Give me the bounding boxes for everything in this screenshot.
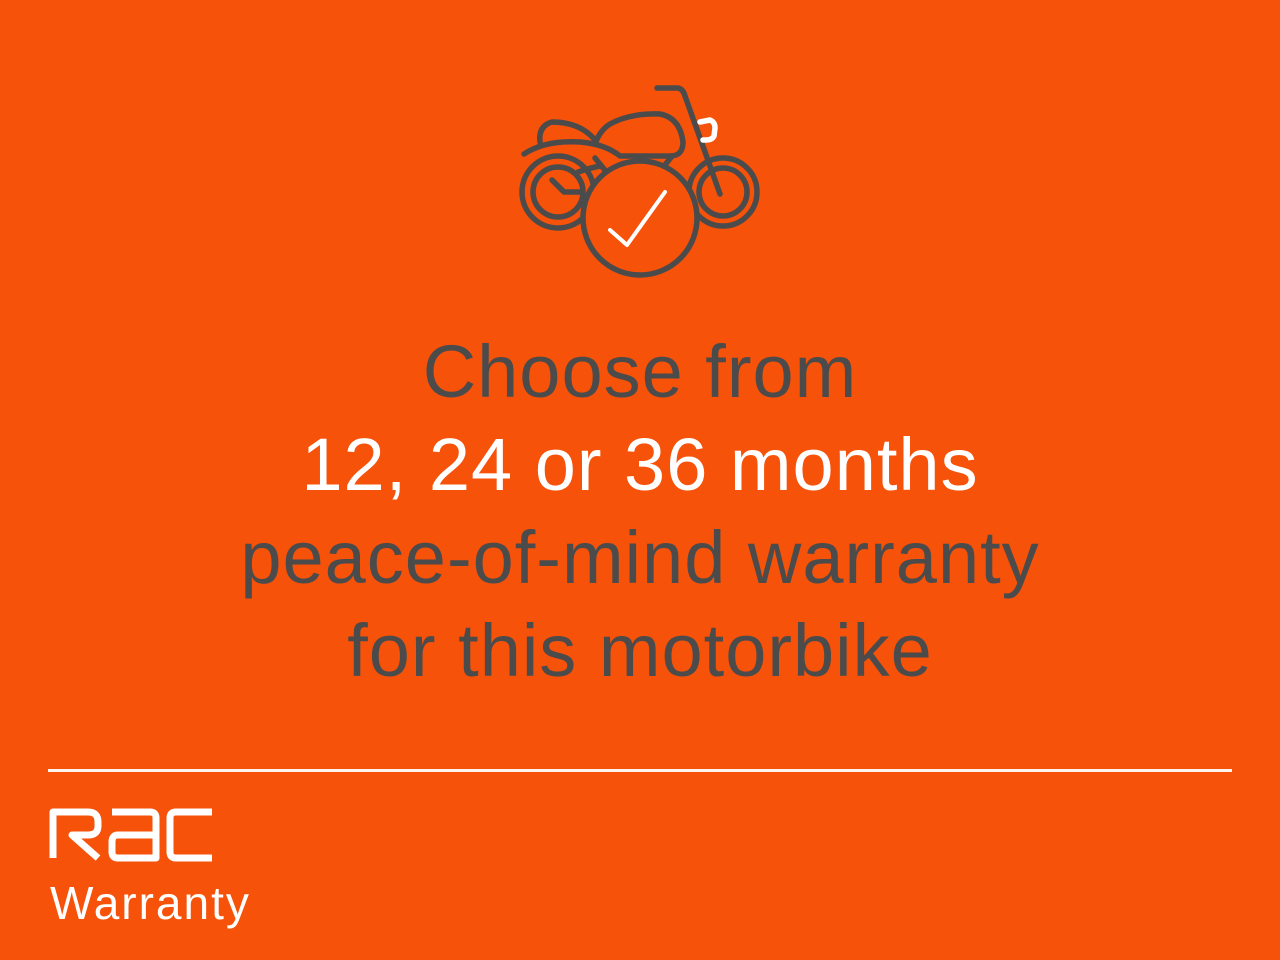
- headline-line-4: for this motorbike: [347, 609, 933, 692]
- headline: Choose from 12, 24 or 36 months peace-of…: [0, 325, 1280, 697]
- product-name: Warranty: [50, 877, 251, 929]
- headline-line-2-highlight: 12, 24 or 36 months: [301, 423, 979, 506]
- rac-logo: [49, 808, 212, 862]
- headline-line-3: peace-of-mind warranty: [240, 516, 1040, 599]
- divider: [48, 769, 1232, 772]
- motorbike-check-icon: [519, 85, 760, 278]
- headline-line-1: Choose from: [422, 330, 858, 413]
